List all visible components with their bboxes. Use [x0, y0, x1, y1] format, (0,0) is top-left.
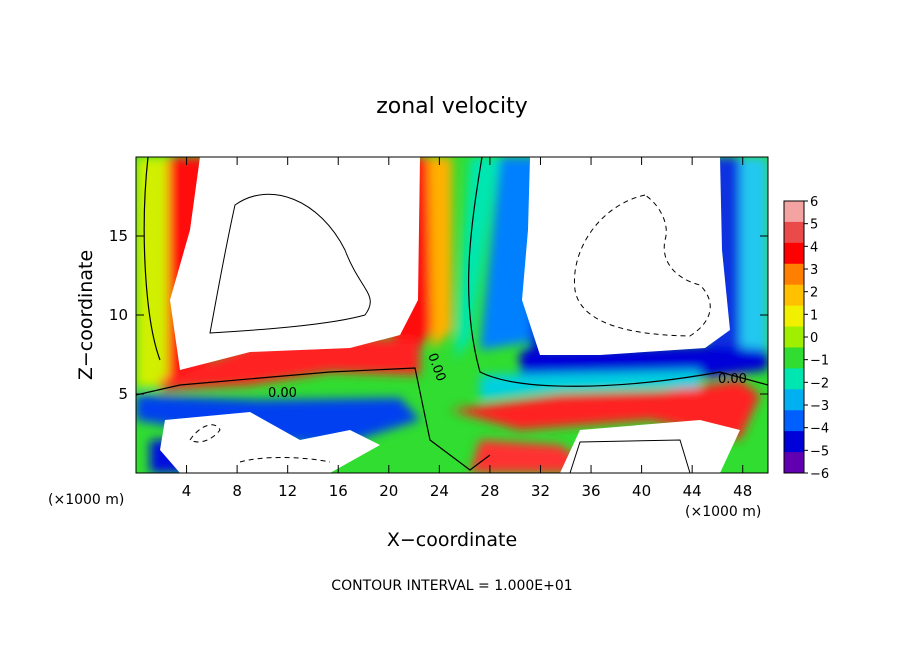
colorbar-tick-label: −5	[810, 444, 829, 459]
x-tick-label: 12	[278, 482, 297, 500]
contour-label-3: 0.00	[718, 372, 747, 387]
colorbar-tick-label: −4	[810, 422, 829, 437]
dashed-contour-lower-left	[189, 424, 221, 443]
x-tick-label: 36	[581, 482, 600, 500]
colorbar-swatch	[784, 242, 804, 265]
x-tick-label: 16	[329, 482, 348, 500]
zero-contour-center	[468, 157, 768, 387]
colorbar-swatch	[784, 326, 804, 348]
colorbar: 6 5 4 3 2 1 0 −1 −2 −3 −4 −5 −6	[783, 195, 829, 482]
contour-lower-right-loop	[569, 439, 691, 473]
colorbar-tick-label: −6	[810, 467, 829, 482]
x-unit-note-right: (×1000 m)	[685, 504, 761, 520]
colorbar-swatch	[784, 221, 804, 244]
colorbar-swatch	[784, 347, 804, 369]
contour-upper-left-loop	[209, 193, 371, 334]
x-tick-label: 40	[632, 482, 651, 500]
y-axis-ticks: 5 10 15	[109, 227, 768, 403]
band-shelf-red	[160, 335, 420, 390]
colorbar-tick-label: 6	[810, 195, 818, 210]
colorbar-tick-label: −1	[810, 354, 829, 369]
y-tick-label: 15	[109, 227, 128, 245]
colorbar-tick-label: 5	[810, 218, 818, 233]
contour-interval-note: CONTOUR INTERVAL = 1.000E+01	[331, 578, 572, 594]
band-right-edge-cyan	[740, 157, 768, 357]
colorbar-swatch	[784, 368, 804, 390]
zero-contour-shelf	[136, 367, 491, 471]
colorbar-tick-label: −2	[810, 376, 829, 391]
velocity-field: 0.00 0.00 0.00	[136, 157, 768, 473]
blank-region-upper-right	[522, 157, 730, 355]
x-tick-label: 4	[182, 482, 192, 500]
y-axis-label: Z−coordinate	[75, 250, 97, 380]
colorbar-tick-label: 4	[810, 240, 818, 255]
colorbar-swatch	[784, 201, 804, 223]
colorbar-tick-label: 1	[810, 308, 818, 323]
blank-region-lower-left	[160, 412, 380, 473]
colorbar-swatch	[784, 263, 804, 286]
x-axis-label: X−coordinate	[387, 529, 517, 551]
chart-title: zonal velocity	[376, 94, 528, 119]
colorbar-swatch	[784, 410, 804, 432]
colorbar-tick-label: 3	[810, 263, 818, 278]
x-tick-label: 20	[379, 482, 398, 500]
x-tick-label: 8	[232, 482, 242, 500]
contour-label-1: 0.00	[268, 386, 297, 401]
colorbar-tick-label: −3	[810, 399, 829, 414]
x-tick-label: 24	[430, 482, 449, 500]
colorbar-swatch	[784, 305, 804, 328]
x-tick-label: 32	[531, 482, 550, 500]
zero-contour-left	[143, 157, 161, 361]
x-unit-note-left: (×1000 m)	[48, 492, 124, 508]
x-tick-label: 48	[733, 482, 752, 500]
y-tick-label: 10	[109, 306, 128, 324]
dashed-contour-upper-right	[573, 194, 711, 337]
x-axis-ticks: 4 8 12 16 20 24 28 32 36 40 44 48	[182, 157, 752, 500]
band-center-orange	[428, 157, 452, 350]
colorbar-swatch	[784, 431, 804, 453]
x-tick-label: 44	[683, 482, 702, 500]
colorbar-swatch	[784, 452, 804, 474]
y-tick-label: 5	[118, 385, 128, 403]
band-center-cyan	[455, 157, 500, 360]
band-low-right-cyan	[480, 370, 700, 400]
blank-region-upper-left	[170, 157, 420, 370]
colorbar-swatch	[784, 284, 804, 307]
blank-region-lower-right	[560, 420, 740, 473]
x-tick-label: 28	[480, 482, 499, 500]
colorbar-tick-label: 2	[810, 286, 818, 301]
colorbar-swatch	[784, 389, 804, 411]
colorbar-tick-label: 0	[810, 331, 818, 346]
